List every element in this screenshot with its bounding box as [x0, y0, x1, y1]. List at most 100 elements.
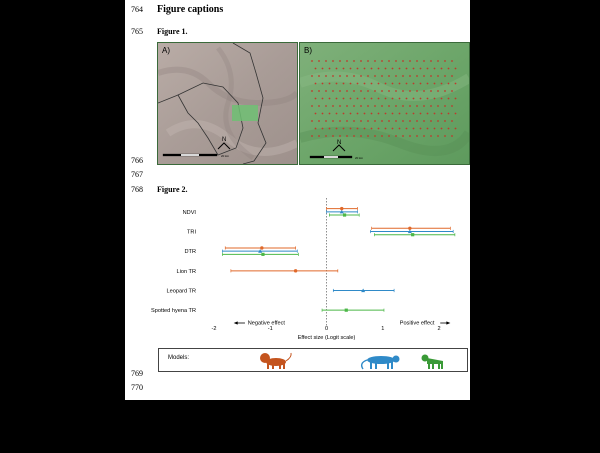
camera-trap-point — [314, 97, 317, 100]
camera-trap-point — [353, 135, 355, 137]
camera-trap-point — [402, 75, 404, 77]
camera-trap-point — [374, 60, 376, 62]
camera-trap-point — [451, 135, 453, 137]
terrain-map-a: N 20 km — [158, 43, 297, 164]
line-number: 765 — [131, 27, 143, 36]
camera-trap-point — [346, 105, 348, 107]
camera-trap-point — [381, 75, 383, 77]
camera-trap-point — [423, 60, 425, 62]
camera-trap-point — [370, 67, 373, 70]
camera-trap-point — [444, 75, 446, 77]
camera-trap-point — [451, 60, 453, 62]
camera-trap-point — [367, 75, 369, 77]
panel-b-label: B) — [304, 46, 312, 55]
scale-bar — [163, 154, 181, 156]
camera-trap-point — [349, 82, 352, 85]
camera-trap-point — [311, 60, 313, 62]
camera-trap-point — [412, 127, 415, 130]
camera-trap-point — [311, 90, 313, 92]
camera-trap-point — [444, 90, 446, 92]
camera-trap-point — [367, 135, 369, 137]
camera-trap-point — [433, 67, 436, 70]
camera-trap-point — [377, 112, 380, 115]
camera-trap-point — [349, 112, 352, 115]
camera-trap-point — [321, 112, 324, 115]
camera-trap-point — [388, 90, 390, 92]
camera-trap-point — [356, 127, 359, 130]
camera-trap-point — [409, 135, 411, 137]
left-arrow-icon — [233, 321, 238, 325]
negative-effect-label: Negative effect — [248, 321, 286, 327]
camera-trap-point — [384, 82, 387, 85]
map-panel-a: N 20 km A) — [157, 42, 298, 165]
camera-trap-point — [342, 127, 345, 130]
forest-plot-svg: NDVI TRI DTR Lion TR Leopard TR Spotted hyena… — [151, 198, 456, 341]
camera-trap-point — [395, 105, 397, 107]
camera-trap-point — [318, 90, 320, 92]
line-number: 767 — [131, 170, 143, 179]
camera-trap-point — [360, 135, 362, 137]
section-heading: Figure captions — [157, 4, 224, 15]
camera-trap-point — [335, 67, 338, 70]
camera-trap-point — [311, 75, 313, 77]
camera-trap-point — [454, 127, 457, 130]
camera-trap-point — [374, 90, 376, 92]
camera-trap-point — [419, 82, 422, 85]
camera-trap-point — [433, 112, 436, 115]
camera-trap-point — [332, 75, 334, 77]
camera-trap-point — [360, 75, 362, 77]
x-axis-label: Effect size (Logit scale) — [298, 335, 356, 341]
camera-trap-point — [339, 135, 341, 137]
camera-trap-point — [402, 105, 404, 107]
north-arrow-icon — [332, 144, 346, 152]
camera-trap-point — [374, 75, 376, 77]
camera-trap-point — [395, 120, 397, 122]
camera-trap-point — [426, 82, 429, 85]
camera-trap-point — [342, 82, 345, 85]
camera-trap-point — [402, 60, 404, 62]
camera-trap-point — [451, 75, 453, 77]
camera-trap-point — [374, 105, 376, 107]
camera-trap-point — [437, 90, 439, 92]
camera-trap-points — [311, 60, 457, 137]
camera-trap-point — [360, 105, 362, 107]
camera-trap-point — [433, 127, 436, 130]
boundary-line — [232, 43, 267, 164]
camera-trap-point — [339, 75, 341, 77]
camera-trap-point — [314, 82, 317, 85]
camera-trap-point — [398, 112, 401, 115]
camera-trap-point — [356, 112, 359, 115]
camera-trap-point — [451, 120, 453, 122]
camera-trap-point — [356, 82, 359, 85]
camera-trap-point — [405, 112, 408, 115]
camera-trap-point — [398, 127, 401, 130]
camera-trap-point — [416, 75, 418, 77]
scale-bar — [310, 156, 324, 158]
category-label: Lion TR — [177, 269, 197, 275]
camera-trap-point — [356, 67, 359, 70]
camera-trap-point — [332, 60, 334, 62]
camera-trap-point — [377, 82, 380, 85]
camera-trap-point — [353, 75, 355, 77]
camera-trap-point — [363, 97, 366, 100]
map-panel-b: N 20 km B) — [299, 42, 470, 165]
figure2-heading: Figure 2. — [157, 185, 188, 194]
north-symbol: N — [222, 137, 226, 143]
camera-trap-point — [318, 120, 320, 122]
line-number: 768 — [131, 185, 143, 194]
camera-trap-point — [454, 82, 457, 85]
camera-trap-point — [426, 67, 429, 70]
category-label: Spotted hyena TR — [151, 308, 196, 314]
camera-trap-point — [395, 60, 397, 62]
camera-trap-point — [335, 112, 338, 115]
camera-trap-point — [447, 112, 450, 115]
camera-trap-point — [325, 135, 327, 137]
camera-trap-point — [384, 67, 387, 70]
camera-trap-point — [388, 60, 390, 62]
camera-trap-point — [339, 60, 341, 62]
camera-trap-point — [419, 127, 422, 130]
camera-trap-point — [395, 90, 397, 92]
category-label: NDVI — [183, 210, 197, 216]
camera-trap-point — [444, 60, 446, 62]
camera-trap-point — [398, 67, 401, 70]
